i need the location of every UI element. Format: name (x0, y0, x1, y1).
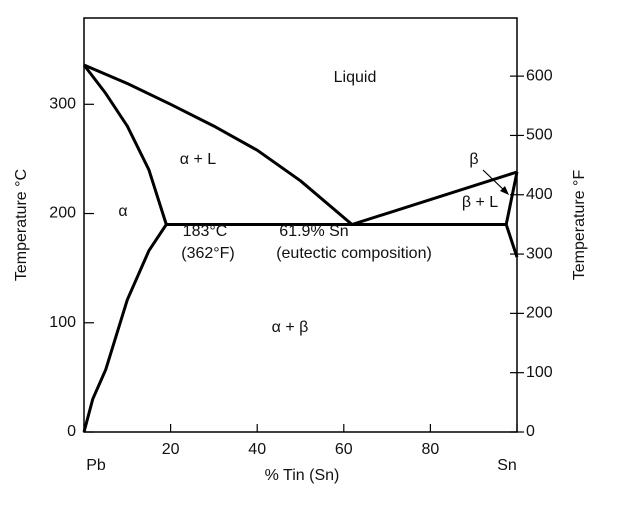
y2-tick-label: 500 (526, 127, 553, 144)
x-tick-label: 40 (248, 441, 266, 458)
phase-boundary (504, 224, 519, 258)
y-axis-title: Temperature °C (13, 169, 30, 281)
y2-tick-label: 400 (526, 186, 553, 203)
x-tick-label: Sn (497, 457, 517, 474)
y-tick-label: 200 (49, 205, 76, 222)
phase-boundary (82, 64, 168, 225)
x-tick-label: 20 (162, 441, 180, 458)
y2-tick-label: 0 (526, 423, 535, 440)
plot-frame (83, 17, 518, 433)
annotation: β + L (462, 194, 498, 211)
phase-boundary (351, 170, 518, 226)
annotation: α + L (180, 151, 216, 168)
annotation: (eutectic composition) (276, 245, 432, 262)
y-tick-label: 300 (49, 96, 76, 113)
annotation: Liquid (334, 69, 377, 86)
annotation: α + β (272, 319, 309, 336)
x-tick-label: 80 (422, 441, 440, 458)
y2-axis-title: Temperature °F (571, 170, 588, 281)
phase-boundary (82, 223, 168, 433)
x-axis-title: % Tin (Sn) (265, 467, 340, 484)
y2-tick-label: 200 (526, 305, 553, 322)
annotation: α (118, 203, 127, 220)
y-tick-label: 0 (67, 423, 76, 440)
y2-tick-label: 300 (526, 245, 553, 262)
phase-boundary (504, 171, 519, 225)
y2-tick-label: 100 (526, 364, 553, 381)
y2-tick-label: 600 (526, 67, 553, 84)
y-tick-label: 100 (49, 314, 76, 331)
annotation: (362°F) (181, 245, 235, 262)
phase-boundary (83, 63, 353, 226)
annotation: β (469, 151, 478, 168)
x-tick-label: 60 (335, 441, 353, 458)
annotation: 61.9% Sn (279, 223, 348, 240)
arrow-head (500, 186, 509, 195)
annotation: 183°C (183, 223, 228, 240)
x-tick-label: Pb (86, 457, 106, 474)
